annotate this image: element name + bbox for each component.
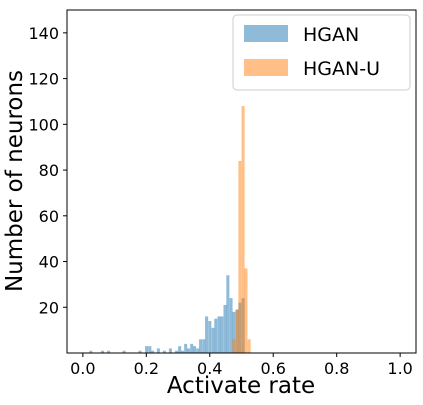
y-axis-label: Number of neurons [2,70,28,292]
bar-hgan-3 [122,350,126,353]
bar-hgan-19 [199,339,203,353]
bar-hgan-5 [145,346,149,353]
y-tick-label: 140 [28,24,59,43]
bar-hgan-18 [196,348,200,353]
x-axis: 0.0 0.2 0.4 0.6 0.8 1.0 [70,353,413,378]
bar-hgan-23 [211,327,215,353]
bar-hgan-0 [89,350,93,353]
bar-hgan-u-2 [238,160,242,353]
legend-label-hgan-u: HGAN-U [303,58,380,80]
x-tick-label: 0.0 [70,359,95,378]
bar-hgan-29 [229,298,233,353]
bar-hgan-30 [232,311,236,353]
legend: HGAN HGAN-U [232,14,411,91]
x-tick-label: 1.0 [387,359,412,378]
bar-hgan-17 [193,346,197,353]
bar-hgan-4 [138,350,142,353]
y-tick-label: 80 [39,161,59,180]
bar-hgan-15 [186,348,191,353]
y-tick-label: 60 [39,207,59,226]
plot-frame [66,9,417,354]
bar-hgan-7 [151,350,155,353]
bar-hgan-21 [205,316,209,353]
x-tick-label: 0.4 [197,359,222,378]
bar-hgan-u-4 [244,268,248,353]
x-tick-label: 0.2 [134,359,159,378]
bar-hgan-u-3 [241,106,245,353]
bar-hgan-u-0 [232,339,236,353]
legend-swatch-hgan-u [244,59,288,76]
bar-hgan-12 [178,346,182,353]
bar-hgan-2 [107,350,111,353]
bar-hgan-13 [180,350,185,353]
bar-hgan-26 [220,316,224,353]
y-tick-label: 120 [28,70,59,89]
legend-swatch-hgan [244,25,288,42]
bar-hgan-6 [148,346,152,353]
bar-hgan-9 [162,350,166,353]
bar-hgan-11 [174,350,178,353]
bar-hgan-8 [156,348,160,353]
bar-hgan-u-5 [247,339,251,353]
bar-hgan-27 [223,304,227,353]
bar-hgan-20 [202,339,206,353]
y-tick-label: 100 [28,115,59,134]
x-tick-label: 0.6 [261,359,286,378]
bar-hgan-22 [208,320,212,353]
y-tick-label: 20 [39,298,59,317]
y-axis: 20 40 60 80 100 120 140 [28,24,67,317]
bar-hgan-u-1 [235,309,239,353]
x-tick-label: 0.8 [324,359,349,378]
bar-hgan-25 [217,316,221,353]
bar-hgan-1 [101,350,105,353]
x-axis-label: Activate rate [167,373,315,399]
bar-hgan-14 [184,343,188,353]
bar-hgan-28 [226,275,230,353]
bar-hgan-10 [168,348,172,353]
bar-hgan-16 [190,343,194,353]
legend-label-hgan: HGAN [303,24,359,46]
bar-hgan-24 [214,318,218,353]
y-tick-label: 40 [39,253,59,272]
bars-layer [89,106,251,353]
